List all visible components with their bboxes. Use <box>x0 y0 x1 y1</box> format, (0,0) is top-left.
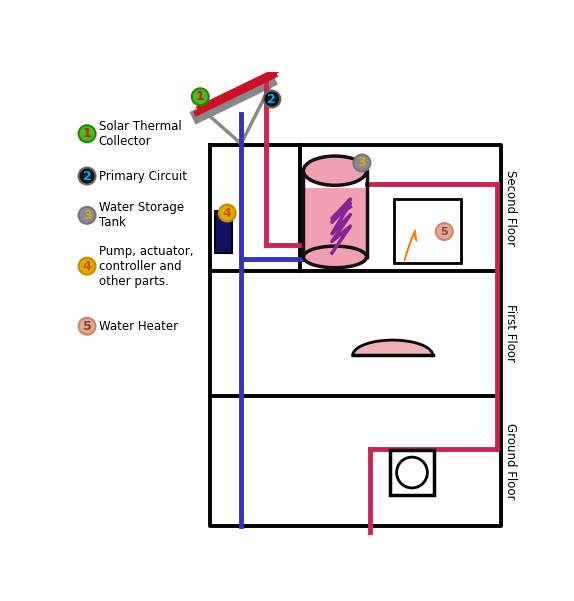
Text: 5: 5 <box>440 227 448 237</box>
Circle shape <box>79 125 95 142</box>
Text: 4: 4 <box>223 207 231 219</box>
Bar <box>394 199 461 263</box>
Text: 5: 5 <box>83 320 91 333</box>
Text: 2: 2 <box>83 169 91 183</box>
Text: 2: 2 <box>267 93 276 106</box>
Text: Primary Circuit: Primary Circuit <box>99 169 187 183</box>
Text: 1: 1 <box>196 90 204 103</box>
Text: 3: 3 <box>358 156 366 169</box>
Ellipse shape <box>304 156 367 185</box>
Bar <box>390 450 435 495</box>
Text: 4: 4 <box>83 260 91 273</box>
Polygon shape <box>404 230 417 261</box>
Circle shape <box>354 154 370 171</box>
Text: 1: 1 <box>83 127 91 140</box>
Circle shape <box>219 204 236 222</box>
Circle shape <box>79 258 95 275</box>
Text: Water Storage
Tank: Water Storage Tank <box>99 201 184 230</box>
Text: 3: 3 <box>83 209 91 222</box>
Text: Solar Thermal
Collector: Solar Thermal Collector <box>99 120 181 148</box>
Ellipse shape <box>304 246 367 267</box>
Text: Second Floor: Second Floor <box>503 170 517 246</box>
Circle shape <box>397 457 428 488</box>
Circle shape <box>79 318 95 335</box>
Bar <box>304 188 367 261</box>
Circle shape <box>79 168 95 185</box>
Text: Pump, actuator,
controller and
other parts.: Pump, actuator, controller and other par… <box>99 245 193 288</box>
Polygon shape <box>352 340 433 355</box>
Circle shape <box>436 223 453 240</box>
Text: Water Heater: Water Heater <box>99 320 178 333</box>
Circle shape <box>263 91 280 108</box>
Text: Ground Floor: Ground Floor <box>503 423 517 499</box>
Bar <box>215 211 232 253</box>
Text: First Floor: First Floor <box>503 304 517 362</box>
Circle shape <box>192 88 209 105</box>
Circle shape <box>79 207 95 224</box>
